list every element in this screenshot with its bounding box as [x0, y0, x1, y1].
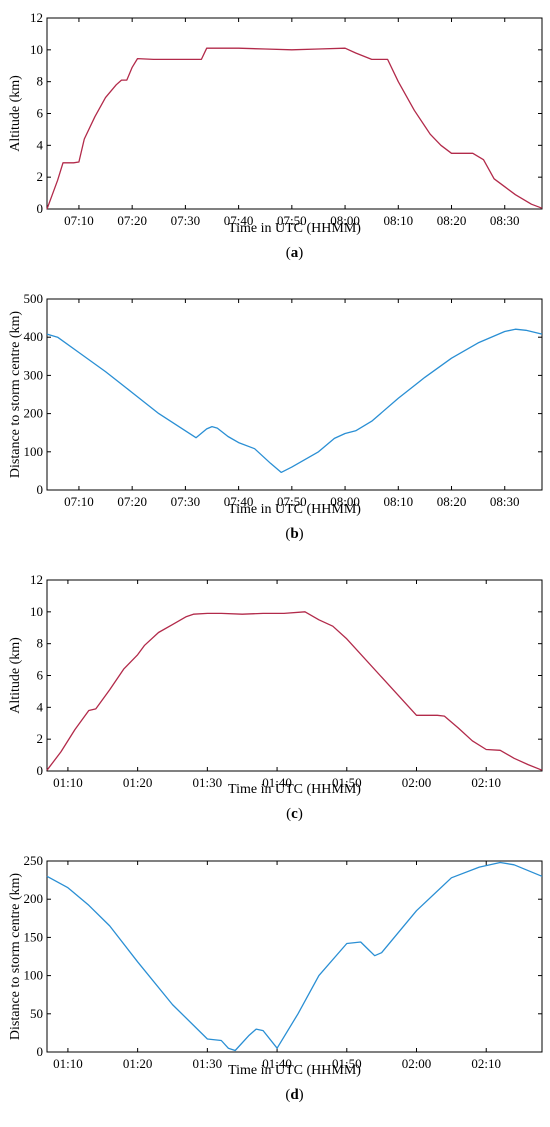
x-tick-label: 02:10 — [471, 1056, 501, 1071]
y-tick-label: 0 — [37, 482, 44, 497]
x-tick-label: 07:10 — [64, 494, 94, 509]
x-tick-label: 07:40 — [224, 213, 254, 228]
y-tick-label: 4 — [37, 137, 44, 152]
y-tick-label: 0 — [37, 1044, 44, 1059]
y-tick-label: 10 — [30, 604, 43, 619]
plot-frame — [46, 298, 543, 491]
y-tick-label: 12 — [30, 10, 43, 25]
x-axis-label: Time in UTC (HHMM) — [228, 782, 361, 797]
series-line — [46, 861, 543, 1052]
x-axis-label: Time in UTC (HHMM) — [228, 1063, 361, 1078]
panel-label: (d) — [285, 1087, 303, 1103]
y-tick-label: 150 — [24, 929, 44, 944]
plot-frame — [46, 17, 543, 210]
y-tick-label: 250 — [24, 853, 44, 868]
y-tick-label: 200 — [24, 406, 44, 421]
y-tick-label: 100 — [24, 444, 44, 459]
plot-frame — [46, 860, 543, 1053]
x-tick-label: 01:30 — [193, 1056, 223, 1071]
y-axis-label: Altitude (km) — [8, 637, 23, 714]
panel-label: (a) — [286, 245, 304, 261]
y-tick-label: 10 — [30, 42, 43, 57]
x-tick-label: 08:20 — [437, 213, 467, 228]
y-tick-label: 6 — [37, 106, 44, 121]
x-tick-label: 07:30 — [171, 213, 201, 228]
x-tick-label: 07:50 — [277, 213, 307, 228]
x-tick-label: 07:10 — [64, 213, 94, 228]
y-tick-label: 4 — [37, 699, 44, 714]
x-tick-label: 01:50 — [332, 775, 362, 790]
x-tick-label: 01:10 — [53, 775, 83, 790]
x-tick-label: 01:40 — [262, 775, 292, 790]
x-tick-label: 01:50 — [332, 1056, 362, 1071]
y-tick-label: 8 — [37, 74, 44, 89]
chart-panel-2: 0 100 200 300 400 500 07:10 07:20 07:30 07:40 07:5… — [8, 291, 543, 542]
x-tick-label: 01:10 — [53, 1056, 83, 1071]
x-tick-label: 08:10 — [383, 494, 413, 509]
x-tick-label: 08:00 — [330, 213, 360, 228]
x-tick-label: 01:30 — [193, 775, 223, 790]
x-tick-label: 02:10 — [471, 775, 501, 790]
y-tick-label: 12 — [30, 572, 43, 587]
x-axis-label: Time in UTC (HHMM) — [228, 502, 361, 517]
y-tick-label: 300 — [24, 367, 44, 382]
chart-panel-1: 0 2 4 6 8 10 12 07:10 07:20 07:30 07:40 07:50 08:00 0… — [8, 10, 543, 261]
x-tick-label: 02:00 — [402, 775, 432, 790]
y-axis-label: Distance to storm centre (km) — [8, 311, 23, 479]
panel-label: (b) — [285, 526, 303, 542]
y-tick-label: 400 — [24, 329, 44, 344]
x-tick-label: 08:00 — [330, 494, 360, 509]
y-tick-label: 6 — [37, 668, 44, 683]
series-line — [46, 611, 543, 771]
y-tick-label: 2 — [37, 169, 44, 184]
x-axis-label: Time in UTC (HHMM) — [228, 221, 361, 236]
y-tick-label: 500 — [24, 291, 44, 306]
x-tick-label: 07:20 — [117, 213, 147, 228]
y-axis-label: Distance to storm centre (km) — [8, 873, 23, 1041]
y-tick-label: 8 — [37, 636, 44, 651]
x-tick-label: 08:10 — [383, 213, 413, 228]
x-tick-label: 07:30 — [171, 494, 201, 509]
x-tick-label: 08:30 — [490, 494, 520, 509]
series-line — [46, 47, 543, 210]
series-line — [46, 328, 543, 474]
y-tick-label: 0 — [37, 763, 44, 778]
y-tick-label: 200 — [24, 891, 44, 906]
x-tick-label: 01:20 — [123, 1056, 153, 1071]
y-tick-label: 0 — [37, 201, 44, 216]
y-tick-label: 100 — [24, 968, 44, 983]
x-tick-label: 08:30 — [490, 213, 520, 228]
x-tick-label: 07:50 — [277, 494, 307, 509]
chart-panel-3: 0 2 4 6 8 10 12 01:10 01:20 01:30 01:40 01:50 02:00 0… — [8, 572, 543, 822]
x-tick-label: 07:40 — [224, 494, 254, 509]
chart-panel-4: 0 50 100 150 200 250 01:10 01:20 01:30 01:40 01:50… — [8, 853, 543, 1103]
y-tick-label: 50 — [30, 1006, 43, 1021]
x-tick-label: 01:20 — [123, 775, 153, 790]
x-tick-label: 08:20 — [437, 494, 467, 509]
y-tick-label: 2 — [37, 731, 44, 746]
x-tick-label: 07:20 — [117, 494, 147, 509]
x-tick-label: 02:00 — [402, 1056, 432, 1071]
panel-label: (c) — [286, 806, 303, 822]
y-axis-label: Altitude (km) — [8, 75, 23, 152]
plot-frame — [46, 579, 543, 772]
x-tick-label: 01:40 — [262, 1056, 292, 1071]
